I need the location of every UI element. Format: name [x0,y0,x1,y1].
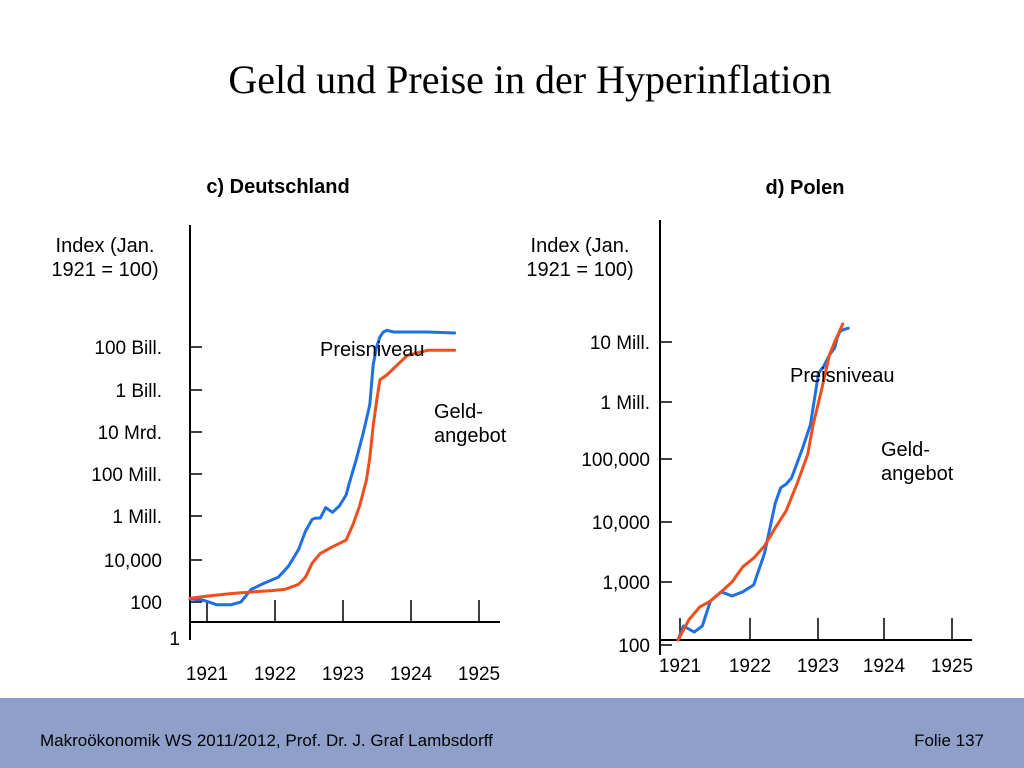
y-tick-label: 100 [130,593,162,614]
footer-slide-number: Folie 137 [914,731,984,750]
y-tick-label: 1 Bill. [116,381,162,402]
footer-course-info: Makroökonomik WS 2011/2012, Prof. Dr. J.… [40,731,493,750]
y-axis-label: Index (Jan. 1921 = 100) [51,235,158,281]
y-tick-label: 100 Bill. [94,338,162,359]
y-tick-label: 100 [618,636,650,657]
slide-title: Geld und Preise in der Hyperinflation [228,57,832,102]
y-tick-label: 10,000 [592,513,650,534]
x-tick-label: 1923 [322,664,364,685]
money-supply-line [188,348,457,600]
x-tick-label: 1924 [863,656,906,677]
slide-footer: Makroökonomik WS 2011/2012, Prof. Dr. J.… [0,698,1024,768]
x-tick-label: 1925 [931,656,973,677]
chart-title: d) Polen [766,177,845,199]
annotation-money-supply: Geld-angebot [881,439,954,485]
y-tick-label: 10,000 [104,551,162,572]
chart-title: c) Deutschland [206,176,349,198]
y-tick-label: 1 Mill. [600,393,650,414]
price-level-line [676,326,850,642]
x-tick-label: 1921 [659,656,701,677]
x-tick-label: 1924 [390,664,433,685]
money-supply-line [676,322,845,642]
x-tick-label: 1922 [729,656,771,677]
y-tick-label: 10 Mrd. [98,423,162,444]
annotation-money-supply: Geld-angebot [434,401,507,447]
x-tick-label: 1922 [254,664,296,685]
price-level-line [188,328,457,607]
y-tick-label: 100,000 [581,450,650,471]
y-axis-label: Index (Jan. 1921 = 100) [526,235,633,281]
x-tick-label: 1923 [797,656,839,677]
x-tick-label: 1925 [458,664,500,685]
y-tick-label: 1 [169,629,180,650]
y-tick-label: 1 Mill. [112,507,162,528]
annotation-price-level: Preisniveau [790,365,895,387]
y-tick-label: 10 Mill. [590,333,650,354]
x-tick-label: 1921 [186,664,228,685]
y-tick-label: 100 Mill. [91,465,162,486]
y-tick-label: 1,000 [602,573,650,594]
annotation-price-level: Preisniveau [320,339,425,361]
hyperinflation-charts: c) Deutschland Index (Jan. 1921 = 100) 100 … [51,176,973,685]
